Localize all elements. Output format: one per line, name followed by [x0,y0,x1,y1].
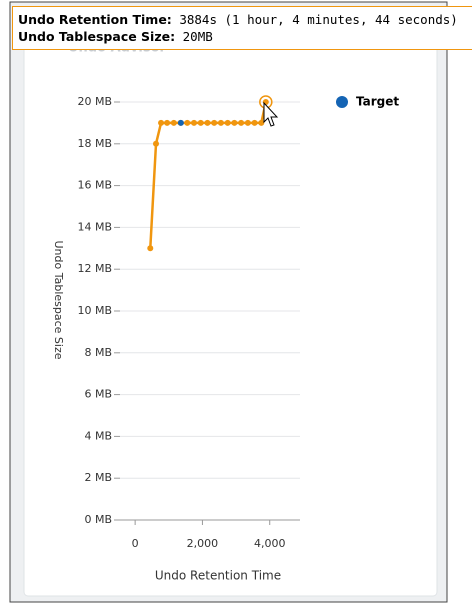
tooltip-label: Undo Tablespace Size: [18,29,176,44]
tooltip-label: Undo Retention Time: [18,12,172,27]
y-tick-label: 4 MB [84,429,112,442]
point [184,119,191,126]
point [158,119,165,126]
y-tick-label: 20 MB [77,95,112,108]
point [170,119,177,126]
y-tick-label: 6 MB [84,388,112,401]
point [177,119,184,126]
y-tick-label: 2 MB [84,471,112,484]
tooltip-value: 3884s (1 hour, 4 minutes, 44 seconds) [179,12,458,27]
y-tick-label: 16 MB [77,179,112,192]
point [164,119,171,126]
y-tick-label: 0 MB [84,513,112,526]
point [238,119,245,126]
tooltip: Undo Retention Time: 3884s (1 hour, 4 mi… [12,6,472,50]
point [204,119,211,126]
cursor [263,101,279,127]
x-tick-label: 2,000 [187,537,219,550]
y-tick-label: 8 MB [84,346,112,359]
y-tick-label: 12 MB [77,262,112,275]
point [244,119,251,126]
point [191,119,198,126]
point [224,119,231,126]
y-tick-label: 18 MB [77,137,112,150]
y-axis-label: Undo Tablespace Size [52,240,65,359]
point [231,119,238,126]
point [153,140,159,147]
legend-label: Target [356,95,399,109]
point [251,119,258,126]
tooltip-row: Undo Tablespace Size: 20MB [18,28,472,45]
tooltip-row: Undo Retention Time: 3884s (1 hour, 4 mi… [18,11,472,28]
point [197,119,204,126]
y-tick-label: 14 MB [77,220,112,233]
tooltip-value: 20MB [182,29,213,44]
y-tick-label: 10 MB [77,304,112,317]
point [258,119,265,126]
point [211,119,218,126]
x-axis-label: Undo Retention Time [155,569,281,583]
point [217,119,224,126]
legend-marker [336,96,348,108]
x-tick-label: 4,000 [254,537,286,550]
point [147,245,154,252]
x-tick-label: 0 [132,537,139,550]
